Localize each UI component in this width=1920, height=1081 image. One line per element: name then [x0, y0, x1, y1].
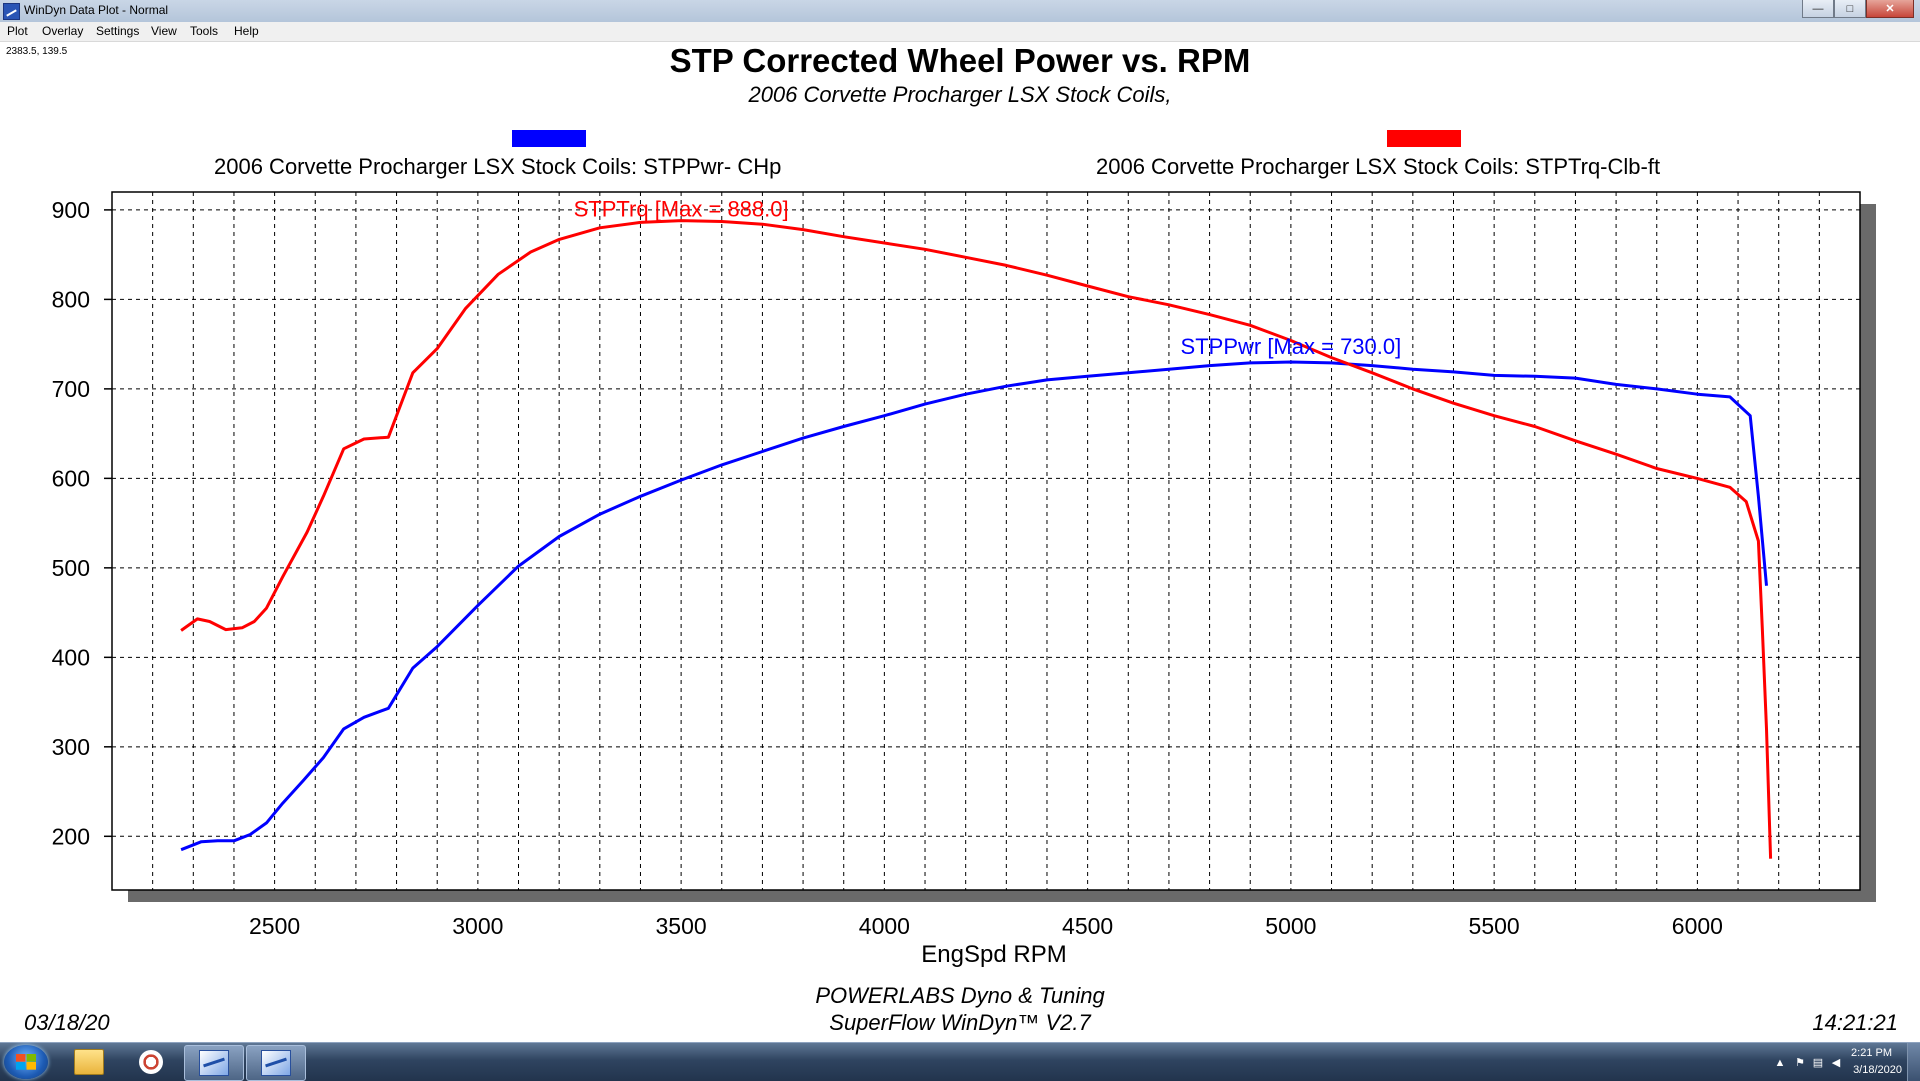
minimize-button[interactable]: — — [1802, 0, 1834, 18]
stp-torque-line — [180, 219, 1773, 859]
menu-help[interactable]: Help — [234, 24, 259, 38]
volume-icon[interactable]: ◀ — [1831, 1057, 1841, 1069]
windyn-icon — [199, 1050, 229, 1076]
x-tick-label: 4500 — [1062, 913, 1113, 939]
chart-subtitle: 2006 Corvette Procharger LSX Stock Coils… — [748, 82, 1172, 107]
menu-plot[interactable]: Plot — [7, 24, 28, 38]
taskbar: ▲ ⚑ ▤ ◀ 2:21 PM 3/18/2020 — [0, 1042, 1920, 1081]
y-tick-label: 500 — [52, 555, 90, 581]
y-tick-label: 200 — [52, 823, 90, 849]
taskbar-windyn-plot-button[interactable] — [246, 1045, 306, 1081]
legend-swatch-2 — [1387, 130, 1461, 147]
x-axis-label: EngSpd RPM — [921, 941, 1066, 968]
plot-area — [111, 191, 1861, 891]
menu-settings[interactable]: Settings — [96, 24, 140, 38]
taskbar-explorer-button[interactable] — [60, 1045, 118, 1079]
window-title: WinDyn Data Plot - Normal — [24, 3, 169, 17]
maximize-button[interactable]: □ — [1834, 0, 1866, 18]
run-date: 03/18/20 — [24, 1010, 110, 1035]
taskbar-paint-button[interactable] — [122, 1045, 180, 1079]
x-tick-label: 2500 — [249, 913, 300, 939]
x-tick-label: 6000 — [1672, 913, 1723, 939]
chart-title: STP Corrected Wheel Power vs. RPM — [669, 42, 1251, 79]
y-tick-label: 800 — [52, 286, 90, 312]
windyn-app-icon — [3, 3, 20, 20]
show-desktop-button[interactable] — [1907, 1043, 1920, 1081]
legend-label-1: 2006 Corvette Procharger LSX Stock Coils… — [214, 154, 781, 179]
dyno-chart[interactable]: 2006 Corvette Procharger LSX Stock Coils… — [0, 120, 1920, 980]
stp-power-max-label: STPPwr [Max = 730.0] — [1181, 334, 1402, 359]
menu-tools[interactable]: Tools — [190, 24, 219, 38]
menu-view[interactable]: View — [151, 24, 177, 38]
run-time: 14:21:21 — [1812, 1010, 1898, 1035]
x-tick-label: 5000 — [1265, 913, 1316, 939]
start-button[interactable] — [4, 1045, 48, 1079]
stp-torque-max-label: STPTrq [Max = 888.0] — [574, 197, 789, 222]
x-tick-label: 3000 — [452, 913, 503, 939]
grid-lines — [112, 192, 1860, 890]
y-tick-label: 700 — [52, 376, 90, 402]
software-version: SuperFlow WinDyn™ V2.7 — [829, 1010, 1091, 1035]
system-tray: ▲ ⚑ ▤ ◀ 2:21 PM 3/18/2020 — [1770, 1043, 1920, 1081]
legend-label-2: 2006 Corvette Procharger LSX Stock Coils… — [1096, 154, 1660, 179]
taskbar-windyn-button[interactable] — [184, 1045, 244, 1081]
tray-clock-date[interactable]: 3/18/2020 — [1853, 1064, 1902, 1076]
windyn-plot-icon — [261, 1050, 291, 1076]
folder-icon — [74, 1049, 104, 1075]
y-tick-label: 900 — [52, 197, 90, 223]
show-hidden-icons-icon[interactable]: ▲ — [1774, 1057, 1786, 1069]
x-tick-label: 3500 — [656, 913, 707, 939]
close-button[interactable]: ✕ — [1866, 0, 1914, 18]
menu-overlay[interactable]: Overlay — [42, 24, 84, 38]
x-tick-label: 5500 — [1469, 913, 1520, 939]
legend-swatch-1 — [512, 130, 586, 147]
cursor-coordinate-readout: 2383.5, 139.5 — [6, 46, 68, 57]
y-tick-label: 300 — [52, 734, 90, 760]
network-icon[interactable]: ▤ — [1812, 1057, 1824, 1069]
menu-bar: Plot Overlay Settings View Tools Help — [0, 22, 1920, 42]
action-center-flag-icon[interactable]: ⚑ — [1795, 1057, 1805, 1069]
stp-power-line — [180, 360, 1768, 852]
y-tick-label: 600 — [52, 465, 90, 491]
y-tick-label: 400 — [52, 644, 90, 670]
window-titlebar[interactable]: WinDyn Data Plot - Normal — □ ✕ — [0, 0, 1920, 23]
dyno-shop-name: POWERLABS Dyno & Tuning — [815, 983, 1105, 1008]
x-tick-label: 4000 — [859, 913, 910, 939]
window-controls: — □ ✕ — [1802, 0, 1914, 18]
tray-clock-time[interactable]: 2:21 PM — [1851, 1047, 1892, 1059]
paint-icon — [139, 1050, 163, 1074]
